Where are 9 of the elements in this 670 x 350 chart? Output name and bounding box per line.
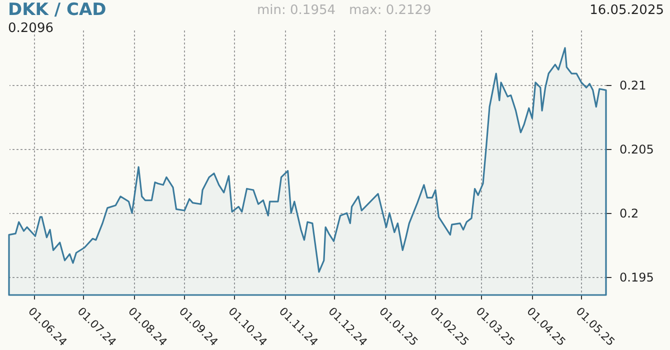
y-tick-label: 0.205 [620,142,654,157]
text: 16.05.2025 [590,3,664,18]
text: min: 0.1954 [257,3,336,18]
text: max: 0.2129 [349,3,432,18]
y-tick-label: 0.21 [620,78,646,93]
annotation: 0.2096 [8,21,54,36]
y-tick-label: 0.195 [620,270,654,285]
chart-title: DKK / CAD [8,0,106,20]
y-tick-label: 0.2 [620,206,639,221]
